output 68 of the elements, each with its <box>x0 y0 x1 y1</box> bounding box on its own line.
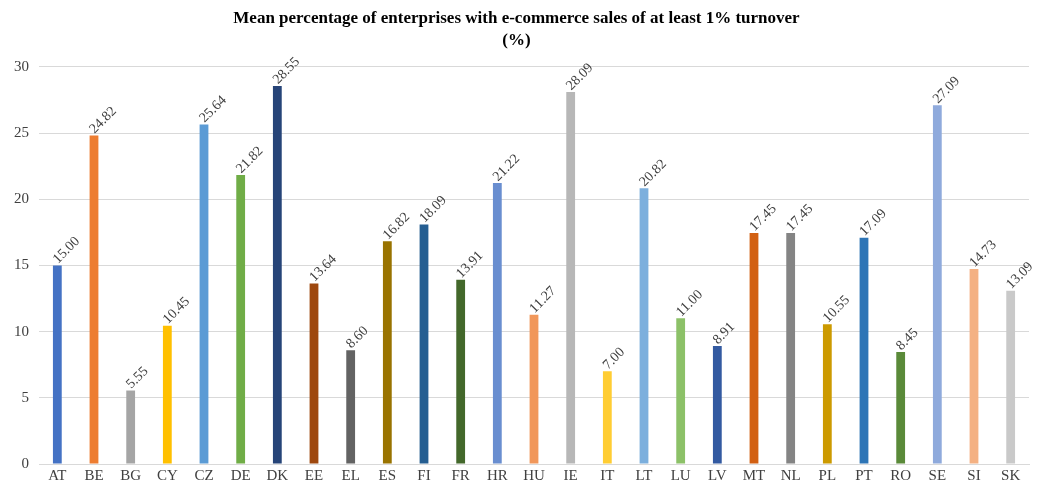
x-tick-label: LU <box>670 466 691 483</box>
bar <box>786 232 796 464</box>
data-label: 8.45 <box>892 324 921 353</box>
x-tick-label: HU <box>523 466 545 483</box>
bar <box>236 175 246 464</box>
x-tick-label: AT <box>48 466 67 483</box>
chart-subtitle: (%) <box>502 29 531 49</box>
x-tick-label: IE <box>563 466 578 483</box>
bar <box>52 265 62 464</box>
x-tick-label: BE <box>84 466 104 483</box>
y-tick-label: 30 <box>14 57 29 74</box>
bar <box>199 124 209 464</box>
bar <box>272 86 282 464</box>
bar <box>89 135 99 464</box>
x-tick-label: LT <box>635 466 653 483</box>
x-tick-label: IT <box>600 466 615 483</box>
bar <box>639 188 649 464</box>
x-tick-label: PT <box>855 466 873 483</box>
bar <box>859 237 869 464</box>
bar <box>896 352 906 464</box>
bar <box>529 314 539 464</box>
x-tick-label: FR <box>451 466 470 483</box>
bar <box>969 268 979 464</box>
x-tick-label: SI <box>967 466 981 483</box>
bar <box>566 92 576 464</box>
x-tick-label: NL <box>780 466 801 483</box>
bar <box>346 350 356 464</box>
y-tick-label: 15 <box>14 256 29 273</box>
data-label: 7.00 <box>599 344 628 373</box>
y-tick-label: 10 <box>14 322 29 339</box>
bar <box>932 105 942 464</box>
bar <box>492 183 502 464</box>
x-tick-label: SK <box>1001 466 1021 483</box>
data-label: 5.55 <box>122 363 151 392</box>
bar <box>126 390 136 464</box>
x-tick-label: BG <box>120 466 142 483</box>
y-tick-label: 20 <box>14 190 29 207</box>
bar <box>712 346 722 464</box>
x-tick-label: DK <box>266 466 289 483</box>
y-tick-label: 25 <box>14 123 29 140</box>
x-tick-label: ES <box>378 466 397 483</box>
bar <box>1006 290 1016 464</box>
data-label: 8.91 <box>709 318 738 347</box>
x-tick-label: FI <box>417 466 431 483</box>
bar <box>602 371 612 464</box>
x-tick-label: RO <box>890 466 912 483</box>
x-tick-label: EE <box>304 466 324 483</box>
x-tick-label: HR <box>486 466 508 483</box>
x-tick-label: PL <box>818 466 837 483</box>
x-tick-label: MT <box>742 466 766 483</box>
bar <box>749 232 759 464</box>
x-tick-label: CZ <box>194 466 214 483</box>
x-tick-label: LV <box>708 466 727 483</box>
bar <box>382 241 392 464</box>
x-tick-label: DE <box>230 466 251 483</box>
bar <box>456 279 466 464</box>
y-tick-label: 0 <box>21 454 29 471</box>
data-label: 8.60 <box>342 322 371 351</box>
bar <box>419 224 429 464</box>
x-tick-label: EL <box>341 466 360 483</box>
chart-title: Mean percentage of enterprises with e-commerce sales of at least 1% turnover <box>233 7 801 27</box>
x-tick-label: SE <box>928 466 947 483</box>
y-tick-label: 5 <box>21 388 29 405</box>
bar <box>822 324 832 464</box>
bar <box>162 325 172 464</box>
bar <box>309 283 319 464</box>
x-tick-label: CY <box>156 466 178 483</box>
bar <box>676 318 686 464</box>
